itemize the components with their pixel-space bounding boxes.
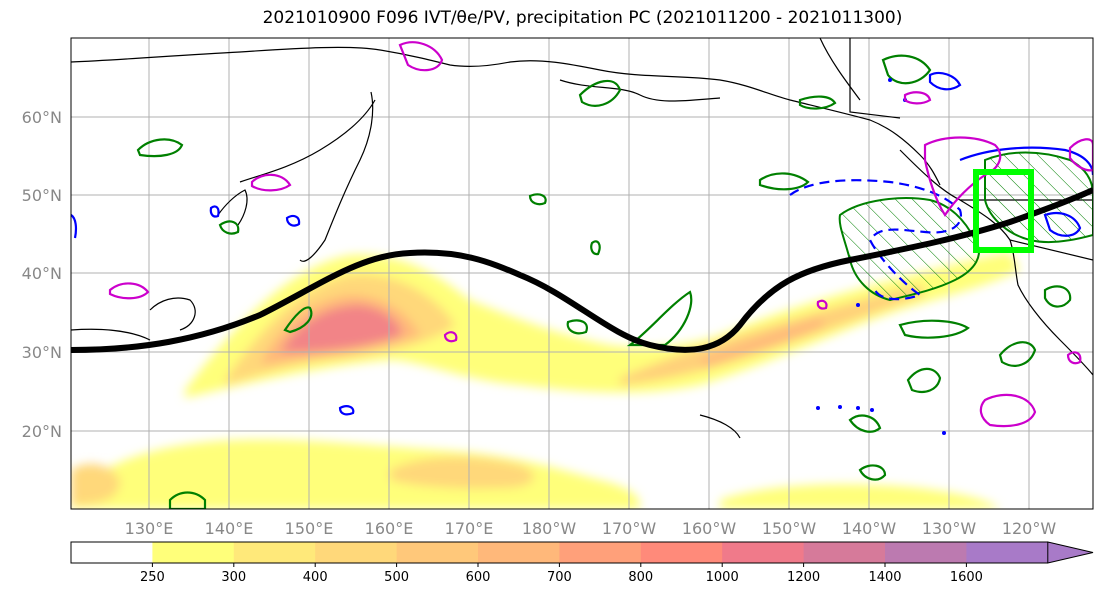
- colorbar-segment: [885, 542, 967, 563]
- latitude-labels: 60°N 50°N 40°N 30°N 20°N: [22, 108, 62, 441]
- lat-label: 50°N: [22, 186, 62, 205]
- colorbar-tick-label: 600: [466, 570, 491, 585]
- lon-label: 170°E: [445, 519, 494, 538]
- map-frame: [70, 37, 1094, 510]
- colorbar-extend-arrow: [1047, 541, 1094, 564]
- map-area: [71, 38, 1093, 509]
- colorbar-segment: [71, 542, 153, 563]
- lon-label: 140°W: [842, 519, 897, 538]
- lon-label: 120°W: [1002, 519, 1057, 538]
- colorbar-tick-label: 1400: [868, 570, 901, 585]
- lon-label: 180°W: [522, 519, 577, 538]
- colorbar-segment: [478, 542, 560, 563]
- colorbar-segment: [152, 542, 235, 563]
- lon-label: 150°W: [762, 519, 817, 538]
- colorbar-tick-label: 1000: [706, 570, 739, 585]
- lat-label: 30°N: [22, 343, 62, 362]
- graticule: [71, 38, 1093, 509]
- colorbar-segment: [640, 542, 723, 563]
- colorbar-segment: [233, 542, 316, 563]
- theta-e-contours: [136, 54, 1072, 509]
- lon-label: 140°E: [205, 519, 254, 538]
- colorbar-tick-label: 300: [221, 570, 246, 585]
- colorbar-tick-label: 800: [628, 570, 653, 585]
- lon-label: 130°E: [125, 519, 174, 538]
- lat-label: 40°N: [22, 264, 62, 283]
- lon-label: 160°E: [365, 519, 414, 538]
- coastlines: [71, 38, 1093, 439]
- jet-axis-line: [71, 187, 1093, 353]
- lon-label: 160°W: [682, 519, 737, 538]
- colorbar-segment: [966, 542, 1049, 563]
- pv-contours: [71, 71, 1093, 416]
- colorbar: 250 300 400 500 600 700 800 1000 1200 1400 1600: [70, 541, 1094, 585]
- lon-label: 170°W: [602, 519, 657, 538]
- longitude-labels: 130°E 140°E 150°E 160°E 170°E 180°W 170°…: [125, 519, 1057, 538]
- colorbar-tick-label: 500: [384, 570, 409, 585]
- colorbar-tick-label: 1600: [950, 570, 983, 585]
- colorbar-segment: [559, 542, 642, 563]
- colorbar-tick-label: 1200: [787, 570, 820, 585]
- lat-label: 60°N: [22, 108, 62, 127]
- highlight-box: [973, 169, 1034, 253]
- colorbar-segment: [722, 542, 805, 563]
- ivt-shading: [71, 252, 1020, 509]
- colorbar-tick-label: 250: [140, 570, 165, 585]
- colorbar-tick-label: 400: [303, 570, 328, 585]
- colorbar-tick-label: 700: [547, 570, 572, 585]
- colorbar-segment: [803, 542, 886, 563]
- lon-label: 130°W: [922, 519, 977, 538]
- figure-title: 2021010900 F096 IVT/θe/PV, precipitation…: [262, 8, 903, 28]
- colorbar-segment: [396, 542, 479, 563]
- lon-label: 150°E: [285, 519, 334, 538]
- lat-label: 20°N: [22, 422, 62, 441]
- colorbar-segment: [315, 542, 398, 563]
